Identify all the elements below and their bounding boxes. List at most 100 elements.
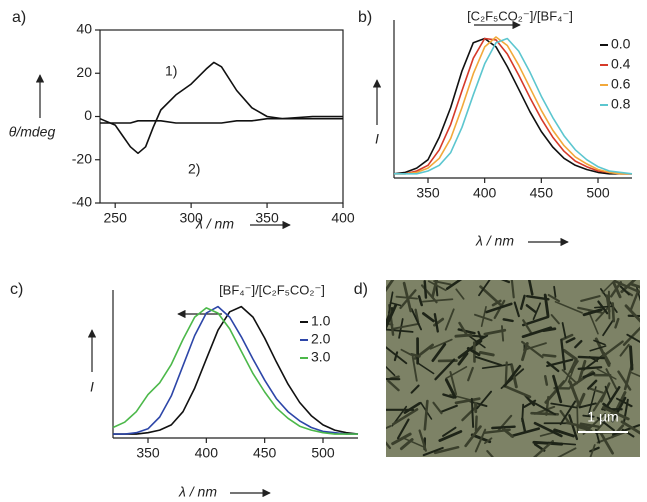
rod (500, 325, 505, 342)
rod (601, 280, 617, 294)
legend-label: 0.0 (611, 36, 631, 52)
rod (483, 437, 493, 445)
rod (562, 348, 578, 361)
panel-label: c) (10, 281, 23, 298)
rod (438, 430, 463, 442)
rod (557, 447, 577, 457)
x-tick-label: 450 (253, 445, 277, 461)
rod (576, 404, 579, 434)
rod (527, 280, 534, 296)
rod (552, 374, 563, 404)
legend-label: 2.0 (311, 331, 331, 347)
rod (403, 402, 421, 414)
rod (457, 352, 469, 366)
rod (614, 317, 620, 329)
rod (523, 399, 537, 408)
rod (589, 444, 596, 457)
panel-label: d) (354, 281, 368, 298)
rod (493, 299, 506, 320)
legend-label: 0.6 (611, 76, 631, 92)
x-tick-label: 400 (195, 445, 219, 461)
rod (386, 280, 395, 293)
rod (433, 313, 439, 333)
x-tick-label: 500 (586, 185, 610, 201)
rod (399, 438, 414, 451)
legend-label: 0.8 (611, 96, 631, 112)
rod (578, 402, 597, 409)
rod (550, 402, 578, 409)
x-axis-label: λ / nm (178, 484, 217, 500)
rod (466, 333, 486, 349)
legend-title: [BF₄⁻]/[C₂F₅CO₂⁻] (219, 282, 325, 297)
rod (457, 328, 476, 335)
rod (410, 308, 423, 331)
rod (589, 345, 607, 352)
rod (431, 342, 447, 363)
rod (565, 337, 576, 344)
rod (502, 318, 514, 323)
rod (455, 288, 465, 300)
rod (391, 432, 412, 446)
x-axis-label: λ / nm (475, 233, 514, 249)
rod (434, 358, 456, 381)
series-line (100, 115, 343, 124)
rod (445, 280, 463, 290)
x-tick-label: 350 (136, 445, 160, 461)
rod (582, 371, 596, 379)
rod (561, 322, 567, 339)
rod (427, 280, 447, 292)
rod (410, 384, 420, 394)
rod (589, 387, 604, 394)
rod (568, 414, 579, 441)
rod (442, 426, 457, 437)
rod (553, 428, 575, 438)
rod (622, 326, 640, 346)
rod (476, 390, 493, 410)
rod (416, 361, 435, 375)
rod (466, 346, 481, 357)
rod (519, 294, 526, 310)
legend-title: [C₂F₅CO₂⁻]/[BF₄⁻] (467, 8, 573, 23)
y-tick-label: 0 (84, 107, 92, 123)
rod (391, 408, 419, 426)
series-label: 2) (188, 161, 200, 177)
rod (386, 303, 398, 330)
rod (619, 343, 630, 357)
rod (387, 379, 400, 392)
rod (525, 295, 550, 301)
rod (529, 400, 557, 416)
rod (449, 370, 458, 396)
rod (629, 371, 640, 378)
rod (510, 364, 518, 389)
rod (478, 280, 491, 297)
rod (510, 427, 541, 438)
rod (630, 282, 640, 289)
rod (502, 427, 514, 438)
rod (619, 285, 631, 296)
y-axis-label: I (90, 379, 94, 395)
rod (396, 418, 410, 440)
rod (577, 392, 586, 407)
legend-label: 1.0 (311, 313, 331, 329)
rods (386, 280, 640, 457)
rod (513, 301, 520, 318)
rod (429, 338, 453, 350)
rod (524, 394, 536, 407)
rod (577, 355, 605, 360)
rod (543, 375, 549, 386)
rod (521, 340, 544, 359)
rod (617, 370, 632, 391)
rod (568, 380, 581, 408)
rod (386, 365, 396, 377)
rod (560, 338, 566, 371)
rod (559, 400, 577, 426)
rod (474, 428, 487, 453)
rod (433, 280, 452, 286)
y-tick-label: -20 (72, 150, 92, 166)
series-line (394, 36, 632, 175)
micrograph: 1 µm (386, 280, 640, 457)
rod (602, 319, 614, 337)
rod (597, 300, 609, 315)
rod (601, 406, 630, 421)
